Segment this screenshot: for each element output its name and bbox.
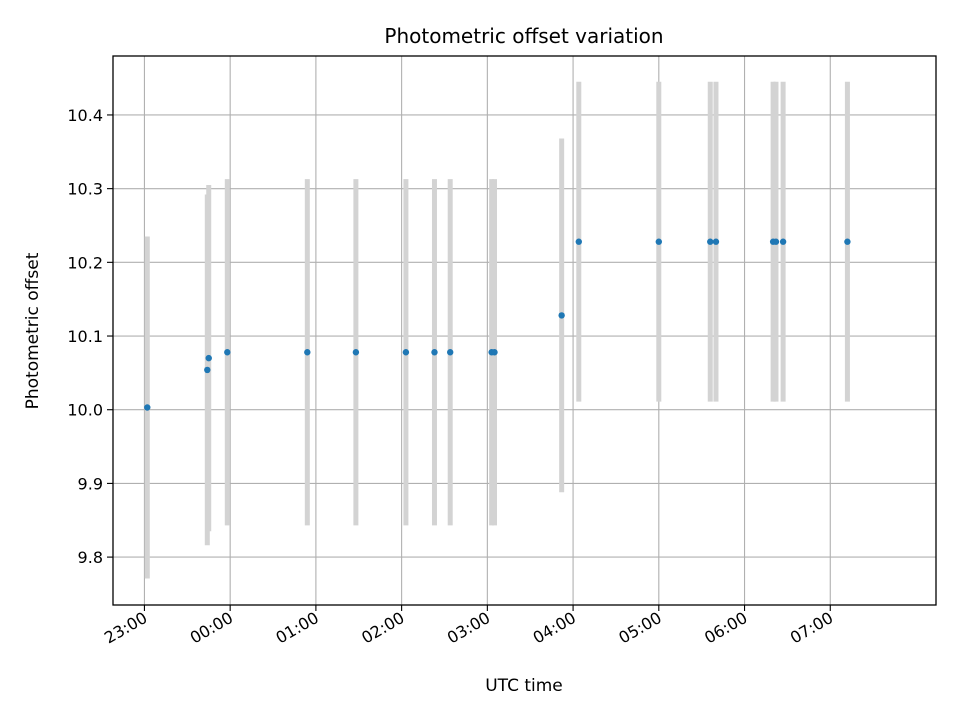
grid-lines: [113, 56, 936, 605]
data-points: [144, 238, 851, 411]
x-tick-label: 01:00: [272, 608, 321, 648]
plot-frame: [112, 55, 937, 606]
x-tick-label: 03:00: [444, 608, 493, 648]
y-axis-label: Photometric offset: [23, 252, 43, 409]
data-point: [558, 312, 565, 319]
data-point: [575, 238, 582, 245]
x-tick-label: 23:00: [101, 608, 150, 648]
data-point: [431, 349, 438, 356]
data-point: [779, 238, 787, 245]
data-point: [352, 349, 360, 356]
x-tick-label: 02:00: [358, 608, 407, 648]
y-tick-label: 10.1: [67, 327, 103, 346]
error-bars: [144, 81, 850, 579]
x-ticks: 23:00 00:00 01:00 02:00 03:00 04:00 05:00 06:00…: [101, 605, 836, 648]
data-point: [144, 404, 151, 411]
data-point: [402, 349, 410, 356]
y-tick-label: 9.9: [78, 474, 103, 493]
data-point: [204, 366, 211, 374]
chart-title: Photometric offset variation: [384, 24, 663, 48]
data-point: [224, 349, 231, 356]
data-point: [491, 349, 498, 356]
y-tick-label: 10.4: [67, 106, 103, 125]
x-tick-label: 05:00: [615, 608, 664, 648]
y-tick-label: 10.2: [67, 253, 103, 272]
data-point: [772, 238, 780, 245]
data-point: [844, 238, 851, 245]
data-point: [304, 349, 311, 356]
x-tick-label: 06:00: [701, 608, 750, 648]
x-tick-label: 07:00: [787, 608, 836, 648]
x-tick-label: 00:00: [187, 608, 236, 648]
data-point: [655, 238, 663, 245]
data-point: [205, 354, 212, 362]
data-point: [712, 238, 720, 245]
y-tick-label: 9.8: [78, 548, 103, 567]
y-ticks: 9.8 9.9 10.0 10.1 10.2 10.3 10.4: [67, 106, 113, 567]
y-tick-label: 10.0: [67, 401, 103, 420]
x-tick-label: 04:00: [530, 608, 579, 648]
data-point: [707, 238, 714, 245]
y-tick-label: 10.3: [67, 180, 103, 199]
data-point: [447, 349, 454, 356]
x-axis-label: UTC time: [485, 676, 563, 696]
